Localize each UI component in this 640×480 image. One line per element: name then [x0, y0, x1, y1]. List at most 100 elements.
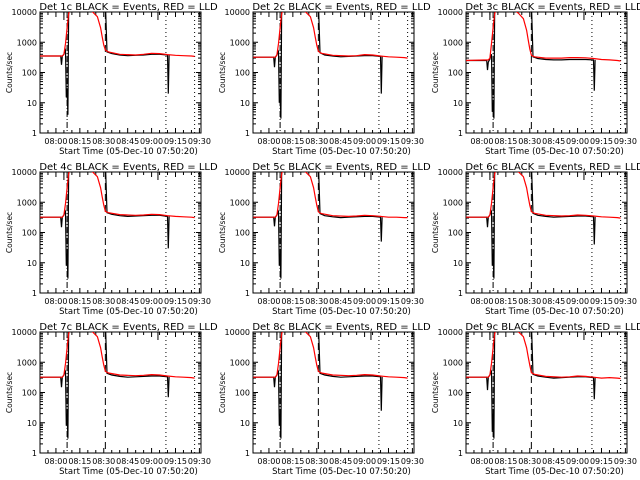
y-tick-label: 10 — [453, 419, 463, 428]
interval-bracket — [370, 331, 376, 340]
interval-bracket — [39, 331, 45, 340]
interval-bracket — [252, 331, 258, 340]
x-tick-label: 08:45 — [116, 137, 139, 146]
y-tick-label: 1 — [245, 129, 250, 138]
panel-title: Det 3c BLACK = Events, RED = LLD — [465, 2, 640, 13]
x-tick-label: 09:15 — [164, 457, 187, 466]
panel-det-3: Det 3c BLACK = Events, RED = LLD 1 10 100 10… — [431, 2, 640, 157]
y-tick-label: 100 — [235, 389, 250, 398]
x-tick-label: 08:00 — [44, 457, 67, 466]
events-line-black — [253, 12, 383, 119]
x-tick-label: 08:30 — [92, 457, 115, 466]
x-tick-label: 08:30 — [518, 137, 541, 146]
x-tick-label: 09:00 — [566, 137, 589, 146]
y-tick-label: 100 — [448, 229, 463, 238]
y-tick-label: 1000 — [17, 198, 37, 207]
interval-bracket — [157, 11, 163, 20]
plot-frame — [252, 171, 415, 294]
x-tick-label: 08:00 — [470, 457, 493, 466]
y-axis-label: Counts/sec — [5, 52, 14, 93]
y-tick-label: 10000 — [438, 168, 463, 177]
x-tick-label: 09:15 — [377, 137, 400, 146]
y-tick-label: 1000 — [17, 38, 37, 47]
x-tick-label: 08:00 — [257, 297, 280, 306]
interval-bracket — [157, 331, 163, 340]
x-axis-label: Start Time (05-Dec-10 07:50:20) — [272, 147, 411, 157]
x-tick-label: 08:30 — [305, 137, 328, 146]
y-tick-label: 1 — [32, 289, 37, 298]
y-axis-label: Counts/sec — [218, 372, 227, 413]
events-line-black — [40, 332, 170, 439]
y-axis-label: Counts/sec — [5, 212, 14, 253]
panel-det-2: Det 2c BLACK = Events, RED = LLD 1 10 100 10… — [218, 2, 431, 157]
x-tick-label: 09:30 — [188, 137, 211, 146]
x-tick-label: 09:30 — [614, 137, 637, 146]
x-axis-label: Start Time (05-Dec-10 07:50:20) — [59, 147, 198, 157]
x-tick-label: 08:00 — [470, 297, 493, 306]
interval-bracket — [63, 11, 69, 20]
panel-title: Det 1c BLACK = Events, RED = LLD — [39, 2, 218, 13]
interval-bracket — [63, 331, 69, 340]
y-tick-label: 10000 — [225, 168, 250, 177]
x-tick-label: 08:45 — [329, 297, 352, 306]
lld-line-red — [40, 332, 195, 379]
interval-bracket — [489, 11, 495, 20]
x-tick-label: 08:15 — [281, 457, 304, 466]
y-tick-label: 10 — [27, 99, 37, 108]
lld-line-red — [466, 172, 621, 219]
y-tick-label: 10000 — [12, 8, 37, 17]
y-tick-label: 1 — [458, 289, 463, 298]
y-tick-label: 100 — [235, 229, 250, 238]
y-axis-label: Counts/sec — [431, 52, 440, 93]
interval-bracket — [39, 171, 45, 180]
y-tick-label: 10 — [240, 419, 250, 428]
lld-line-red — [40, 172, 195, 219]
y-axis-label: Counts/sec — [431, 212, 440, 253]
y-tick-label: 100 — [22, 389, 37, 398]
x-tick-label: 09:00 — [353, 297, 376, 306]
x-tick-label: 09:00 — [353, 137, 376, 146]
y-tick-label: 1000 — [443, 358, 463, 367]
events-line-black — [466, 332, 596, 439]
x-tick-label: 09:30 — [401, 137, 424, 146]
lld-line-red — [253, 12, 408, 59]
x-tick-label: 09:15 — [377, 297, 400, 306]
y-tick-label: 1 — [32, 129, 37, 138]
x-tick-label: 08:45 — [542, 137, 565, 146]
x-tick-label: 08:30 — [518, 297, 541, 306]
x-tick-label: 08:30 — [518, 457, 541, 466]
panel-title: Det 4c BLACK = Events, RED = LLD — [39, 162, 218, 173]
y-tick-label: 10 — [453, 259, 463, 268]
x-tick-label: 08:15 — [68, 137, 91, 146]
interval-bracket — [465, 11, 471, 20]
panel-det-8: Det 8c BLACK = Events, RED = LLD 1 10 100 10… — [218, 322, 431, 477]
events-line-black — [40, 12, 170, 115]
panel-det-9: Det 9c BLACK = Events, RED = LLD 1 10 100 10… — [431, 322, 640, 477]
x-tick-label: 09:15 — [164, 297, 187, 306]
x-tick-label: 08:45 — [329, 137, 352, 146]
plot-frame — [465, 171, 628, 294]
y-tick-label: 1 — [32, 449, 37, 458]
interval-bracket — [157, 171, 163, 180]
x-tick-label: 08:15 — [281, 297, 304, 306]
lld-line-red — [466, 332, 621, 380]
x-tick-label: 08:00 — [470, 137, 493, 146]
interval-bracket — [63, 171, 69, 180]
y-tick-label: 1 — [458, 129, 463, 138]
y-axis-label: Counts/sec — [5, 372, 14, 413]
events-line-black — [40, 172, 170, 279]
y-tick-label: 1000 — [443, 38, 463, 47]
x-tick-label: 09:30 — [401, 457, 424, 466]
y-tick-label: 10000 — [12, 168, 37, 177]
interval-bracket — [465, 171, 471, 180]
y-tick-label: 10000 — [225, 328, 250, 337]
y-axis-label: Counts/sec — [218, 52, 227, 93]
x-axis-label: Start Time (05-Dec-10 07:50:20) — [485, 147, 624, 157]
panel-title: Det 2c BLACK = Events, RED = LLD — [252, 2, 431, 13]
x-axis-label: Start Time (05-Dec-10 07:50:20) — [59, 467, 198, 477]
x-axis-label: Start Time (05-Dec-10 07:50:20) — [272, 307, 411, 317]
y-tick-label: 10 — [27, 419, 37, 428]
interval-bracket — [489, 171, 495, 180]
x-tick-label: 08:30 — [92, 137, 115, 146]
interval-bracket — [252, 171, 258, 180]
